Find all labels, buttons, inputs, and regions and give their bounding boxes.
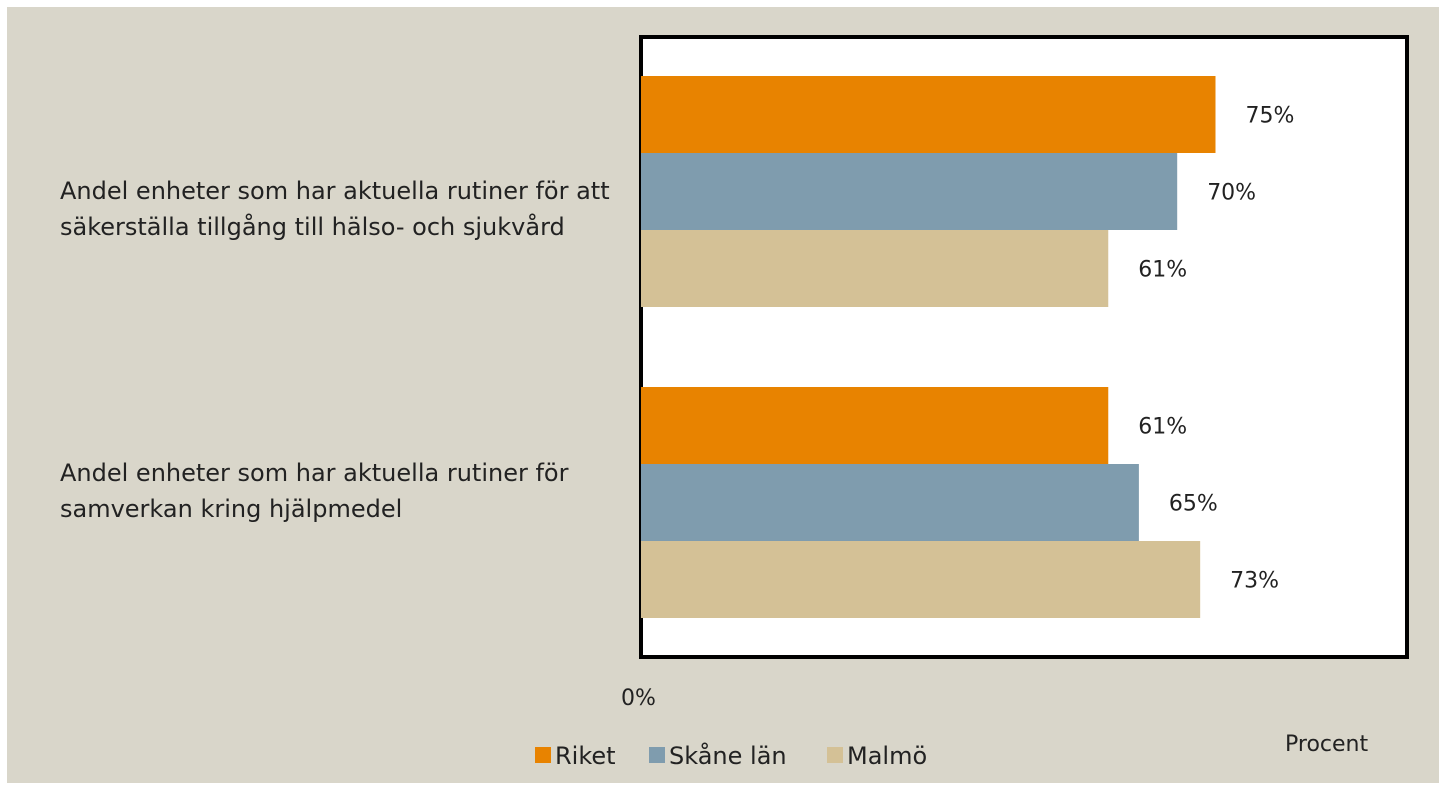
data-label-2-1: 61% (1138, 415, 1187, 440)
data-label-1-3: 61% (1138, 258, 1187, 283)
legend-label-riket: Riket (555, 742, 616, 770)
x-axis-label: Procent (1285, 732, 1368, 757)
chart-area: Andel enheter som har aktuella rutiner f… (7, 7, 1439, 783)
legend-label-skåne-län: Skåne län (669, 741, 787, 770)
bar-1-riket (641, 76, 1216, 153)
data-label-1-2: 70% (1207, 181, 1256, 206)
bar-2-skåne-län (641, 464, 1139, 541)
bar-1-malmö (641, 230, 1109, 307)
legend-label-malmö: Malmö (847, 742, 927, 770)
category-label-2: Andel enheter som har aktuella rutiner f… (60, 459, 569, 523)
legend-swatch-riket (535, 747, 551, 763)
category-label-1: Andel enheter som har aktuella rutiner f… (60, 177, 610, 241)
bar-2-malmö (641, 541, 1201, 618)
data-label-2-3: 73% (1230, 569, 1279, 594)
bar-1-skåne-län (641, 153, 1178, 230)
bar-chart: 75% 70% 61% 61% 65% 73% 0% Procent Riket Skåne… (535, 35, 1409, 770)
data-label-1-1: 75% (1246, 104, 1295, 129)
bar-2-riket (641, 387, 1109, 464)
x-tick-label: 0% (621, 686, 656, 711)
legend-swatch-skåne-län (649, 747, 665, 763)
data-label-2-2: 65% (1169, 492, 1218, 517)
legend-swatch-malmö (827, 747, 843, 763)
